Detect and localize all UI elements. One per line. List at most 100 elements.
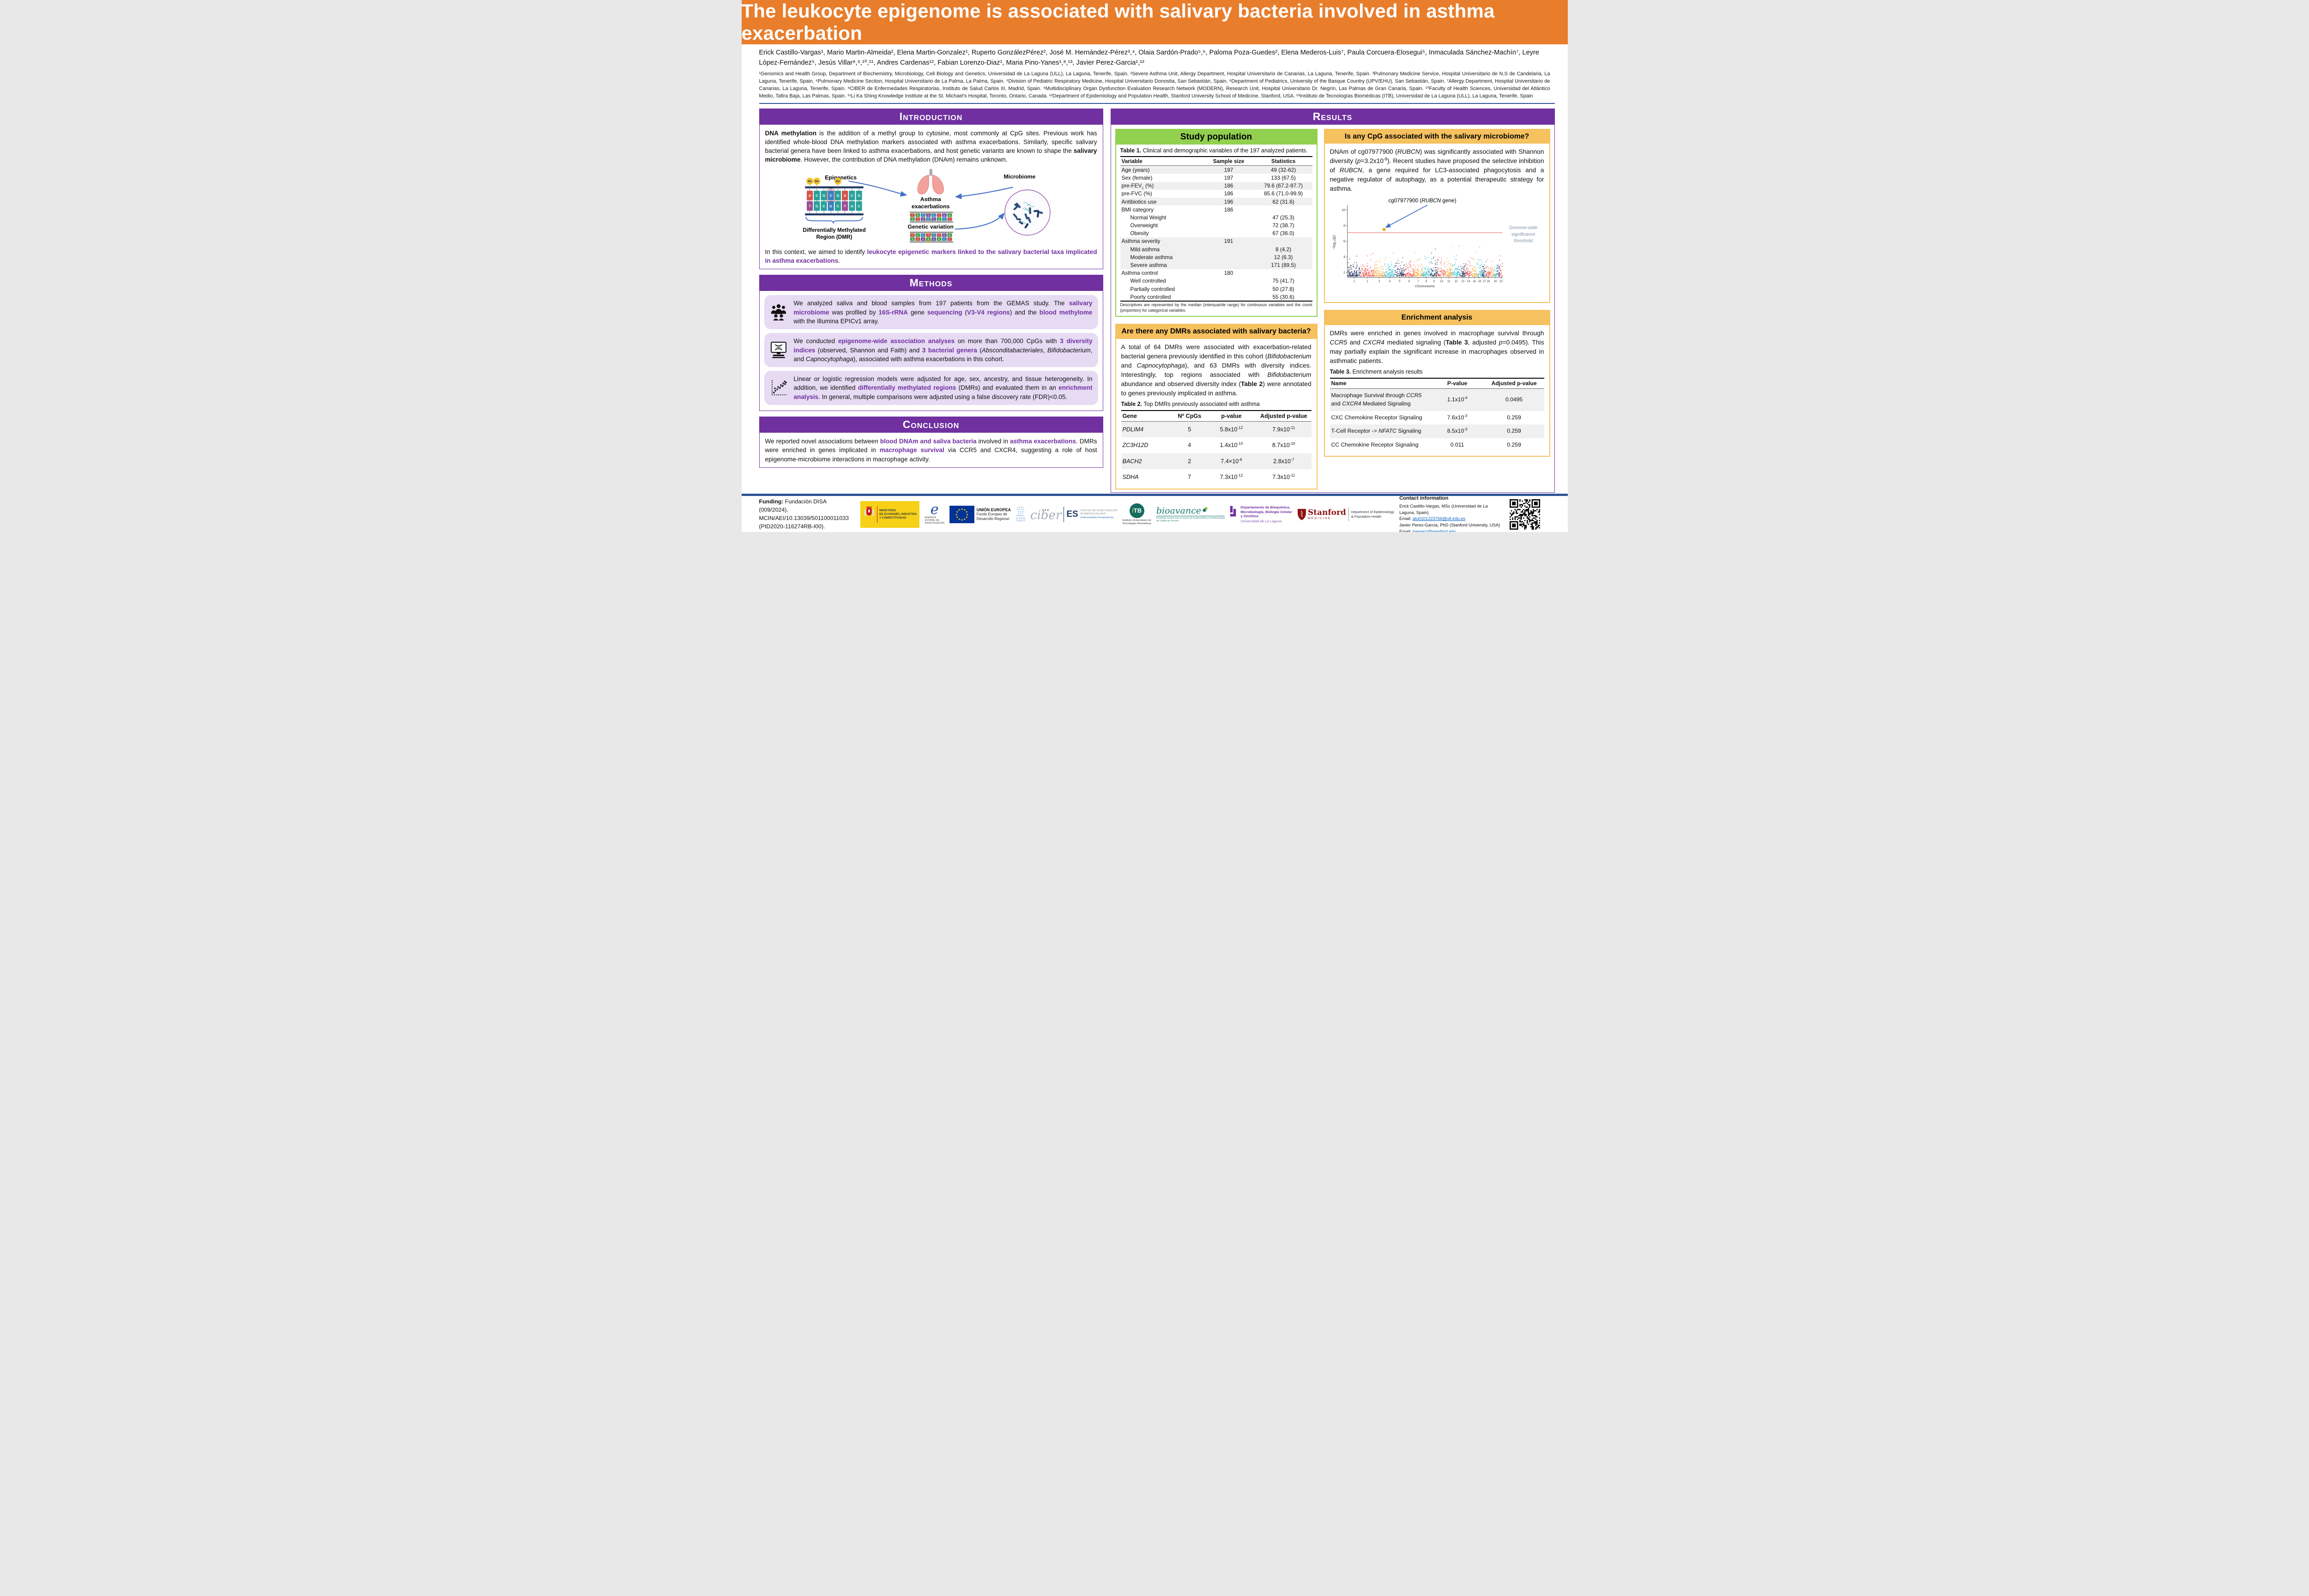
svg-text:C: C — [922, 214, 924, 217]
methods-paragraph-3: Linear or logistic regression models wer… — [793, 375, 1093, 400]
table-row: Normal Weight 47 (25.3) — [1130, 214, 1294, 221]
svg-text:C: C — [933, 214, 935, 217]
svg-text:C: C — [823, 204, 826, 208]
table-row: pre-FEV1 (%) 186 79.6 (67.2-97.7) — [1120, 181, 1312, 190]
bacteria-icon — [1013, 202, 1043, 229]
cpg-header: Is any CpG associated with the salivary … — [1324, 129, 1549, 144]
svg-text:8: 8 — [1425, 280, 1427, 283]
header-divider — [759, 103, 1555, 104]
svg-text:13: 13 — [1461, 280, 1464, 283]
table-row: Poorly controlled 55 (30.6) — [1120, 293, 1312, 302]
svg-text:3: 3 — [1378, 280, 1380, 283]
concept-diagram: Epigenetics Microbiome Asthma exacerbati… — [803, 169, 1051, 243]
itb-logo: i TB Instituto Universitario de Tecnologí… — [1122, 503, 1151, 526]
svg-text:A: A — [938, 218, 940, 221]
svg-text:★: ★ — [961, 508, 963, 511]
svg-text:T: T — [938, 234, 940, 237]
stanford-divider — [1348, 508, 1349, 521]
svg-text:G: G — [933, 238, 935, 241]
svg-text:C: C — [943, 218, 945, 221]
introduction-header: Introduction — [759, 109, 1103, 125]
qr-code — [1510, 499, 1541, 530]
svg-text:22: 22 — [1499, 280, 1503, 283]
table1-footnote: Descriptives are represented by the medi… — [1120, 302, 1312, 313]
svg-text:T: T — [912, 234, 914, 237]
introduction-body: DNA methylation is the addition of a met… — [760, 125, 1103, 269]
svg-text:A: A — [938, 238, 940, 241]
asthma-label-2: exacerbations — [912, 203, 950, 209]
svg-text:T: T — [938, 214, 940, 217]
table-row: Moderate asthma 12 (6.3) — [1120, 253, 1312, 261]
table-3: Name P-value Adjusted p-value Macrophage Su… — [1330, 377, 1544, 452]
svg-text:A: A — [912, 218, 913, 221]
contact-info: Contact information Erick Castillo-Varga… — [1399, 495, 1505, 532]
title-banner: The leukocyte epigenome is associated wi… — [741, 0, 1568, 44]
methods-title: Methods — [909, 277, 953, 289]
ciberes-logo: ●●● ciber ES CENTRO DE INVESTIGACIÓN BIO… — [1030, 507, 1117, 522]
table-row: BACH2 2 7.4×10-8 2.8x10-7 — [1121, 453, 1312, 469]
people-icon — [768, 303, 789, 321]
svg-text:G: G — [830, 204, 833, 208]
methods-item-1: We analyzed saliva and blood samples fro… — [764, 295, 1098, 330]
svg-text:T: T — [949, 218, 951, 221]
stanford-logo: Stanford MEDICINE Department of Epidemio… — [1297, 508, 1394, 521]
introduction-section: Introduction DNA methylation is the addi… — [759, 108, 1103, 270]
svg-text:G: G — [933, 218, 935, 221]
svg-text:6: 6 — [1343, 240, 1345, 243]
table-row: SDHA 7 7.3x10-12 7.3x10-11 — [1122, 473, 1295, 480]
svg-text:A: A — [917, 234, 919, 237]
contact-email-1: Email: alu0101223766@ull.edu.es — [1399, 516, 1466, 521]
svg-text:7: 7 — [1417, 280, 1419, 283]
svg-text:2: 2 — [1366, 280, 1368, 283]
svg-text:14: 14 — [1467, 280, 1470, 283]
table-2: Gene Nº CpGs p-value Adjusted p-value PDLIM4… — [1121, 410, 1312, 485]
svg-text:C: C — [851, 193, 853, 198]
svg-text:C: C — [858, 204, 861, 208]
methods-item-2: We conducted epigenome-wide association … — [764, 333, 1098, 368]
table-row: Macrophage Survival through CCR5 and CXC… — [1330, 388, 1544, 411]
table-row: Antibiotics use 196 62 (31.6) — [1120, 197, 1312, 206]
arrow-microbiome-asthma — [955, 187, 1014, 199]
enrichment-box: Enrichment analysis DMRs were enriched i… — [1324, 310, 1550, 457]
svg-text:C: C — [816, 193, 818, 198]
svg-text:G: G — [922, 238, 924, 241]
enrichment-header: Enrichment analysis — [1324, 311, 1549, 326]
table3-caption: Table 3. Enrichment analysis results — [1330, 369, 1423, 375]
table-row: Partially controlled 50 (27.8) — [1130, 285, 1294, 292]
ministry-divider — [876, 506, 877, 523]
ministry-text: MINISTERIO DE ECONOMÍA, INDUSTRIA Y COMP… — [879, 508, 917, 520]
svg-text:T: T — [912, 214, 914, 217]
itb-icon: i TB — [1129, 503, 1144, 518]
eu-flag-icon: ★ ★★★★★★★★★★★ — [949, 506, 974, 523]
svg-text:6: 6 — [1408, 280, 1410, 283]
aei-icon: e — [930, 502, 939, 518]
itb-text: Instituto Universitario de Tecnologías B… — [1122, 519, 1151, 525]
email-link-javier[interactable]: jpegarci@stanford.edu — [1412, 528, 1457, 532]
affiliations: ¹Genomics and Health Group, Department o… — [759, 71, 1550, 99]
svg-text:G: G — [816, 204, 818, 208]
svg-text:5: 5 — [1399, 280, 1401, 283]
svg-text:G: G — [928, 214, 930, 217]
dmr-box: Are there any DMRs associated with saliv… — [1115, 324, 1318, 490]
contact-person-1: Erick Castillo-Vargas, MSc (Universidad … — [1399, 503, 1488, 515]
svg-text:A: A — [844, 193, 846, 198]
svg-text:4: 4 — [1343, 256, 1345, 259]
microbiome-label: Microbiome — [1004, 173, 1036, 180]
results-subcolumn-left: Study population Table 1. Clinical and d… — [1115, 128, 1318, 490]
results-title: Results — [1312, 110, 1353, 122]
aei-logo: e AGENCIA ESTATAL DE INVESTIGACIÓN — [925, 502, 944, 525]
email-link-erick[interactable]: alu0101223766@ull.edu.es — [1412, 516, 1466, 521]
svg-text:★: ★ — [958, 508, 961, 512]
methods-paragraph-2: We conducted epigenome-wide association … — [793, 338, 1093, 363]
introduction-title: Introduction — [899, 110, 963, 122]
table-row: Asthma severity 191 — [1120, 237, 1312, 246]
isciii-logo: Instituto de Salud Carlos III — [1016, 506, 1025, 523]
svg-text:Me: Me — [808, 180, 812, 183]
svg-text:18: 18 — [1487, 280, 1490, 283]
table-row: Well controlled 75 (41.7) — [1130, 278, 1294, 284]
bioavance-underline — [1156, 515, 1225, 517]
svg-text:★: ★ — [956, 510, 959, 514]
table-1: Variable Sample size Statistics Age (years)… — [1120, 156, 1312, 302]
